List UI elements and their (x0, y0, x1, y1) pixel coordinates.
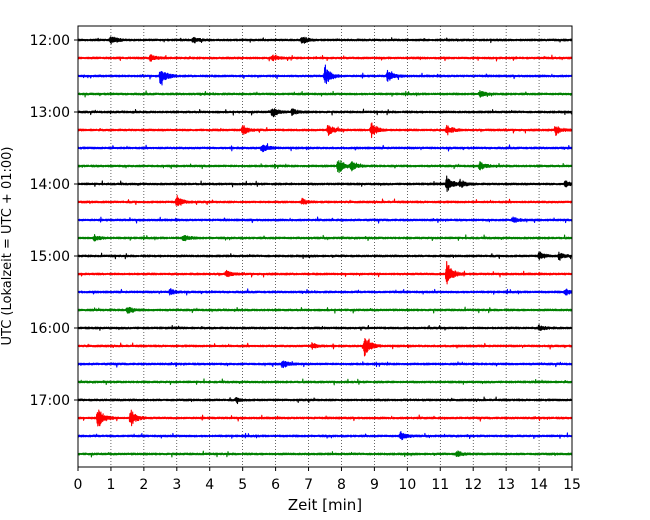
x-tick-label: 3 (172, 477, 181, 493)
trace-1430 (77, 216, 573, 224)
x-tick-label: 1 (106, 477, 115, 493)
y-tick-label: 17:00 (30, 393, 70, 409)
x-tick-label: 12 (464, 477, 482, 493)
x-tick-label: 5 (238, 477, 247, 493)
trace-1600 (77, 324, 573, 332)
trace-1530 (77, 288, 573, 296)
x-axis-label: Zeit [min] (288, 496, 362, 514)
trace-1200 (77, 36, 573, 45)
x-tick-label: 15 (563, 477, 581, 493)
y-tick-label: 13:00 (30, 105, 70, 121)
y-tick-label: 12:00 (30, 33, 70, 49)
x-axis-ticks: 0 1 2 3 4 5 6 7 8 9 10 11 12 13 14 15 (74, 467, 581, 493)
trace-1300 (77, 108, 573, 118)
trace-1415 (77, 194, 573, 207)
trace-1645 (77, 378, 573, 386)
plot-frame (77, 25, 573, 468)
x-tick-label: 0 (74, 477, 83, 493)
trace-1745 (77, 450, 573, 458)
x-tick-label: 9 (370, 477, 379, 493)
x-tick-label: 8 (337, 477, 346, 493)
trace-1500 (77, 251, 573, 261)
x-tick-label: 2 (139, 477, 148, 493)
trace-1515 (77, 260, 573, 285)
trace-1215 (77, 54, 573, 62)
x-tick-label: 7 (304, 477, 313, 493)
trace-1545 (77, 306, 573, 314)
trace-1345 (77, 160, 573, 174)
y-axis-ticks: 12:00 13:00 14:00 15:00 16:00 17:00 (30, 33, 78, 409)
x-tick-label: 14 (530, 477, 548, 493)
y-axis-label: UTC (Lokalzeit = UTC + 01:00) (0, 147, 15, 346)
y-tick-label: 14:00 (30, 177, 70, 193)
trace-1715 (77, 409, 573, 427)
x-tick-label: 6 (271, 477, 280, 493)
trace-1730 (77, 430, 573, 441)
trace-1330 (77, 143, 573, 153)
x-tick-label: 4 (205, 477, 214, 493)
trace-1230 (77, 64, 573, 86)
x-tick-label: 13 (497, 477, 515, 493)
x-tick-label: 10 (398, 477, 416, 493)
y-tick-label: 16:00 (30, 321, 70, 337)
trace-1630 (77, 360, 573, 369)
trace-1245 (77, 90, 573, 98)
x-tick-label: 11 (431, 477, 449, 493)
trace-1615 (77, 338, 573, 357)
trace-1445 (77, 233, 573, 242)
trace-lines (77, 36, 573, 458)
trace-1400 (77, 175, 573, 193)
trace-1700 (77, 396, 573, 405)
trace-1315 (77, 122, 573, 139)
y-tick-label: 15:00 (30, 249, 70, 265)
